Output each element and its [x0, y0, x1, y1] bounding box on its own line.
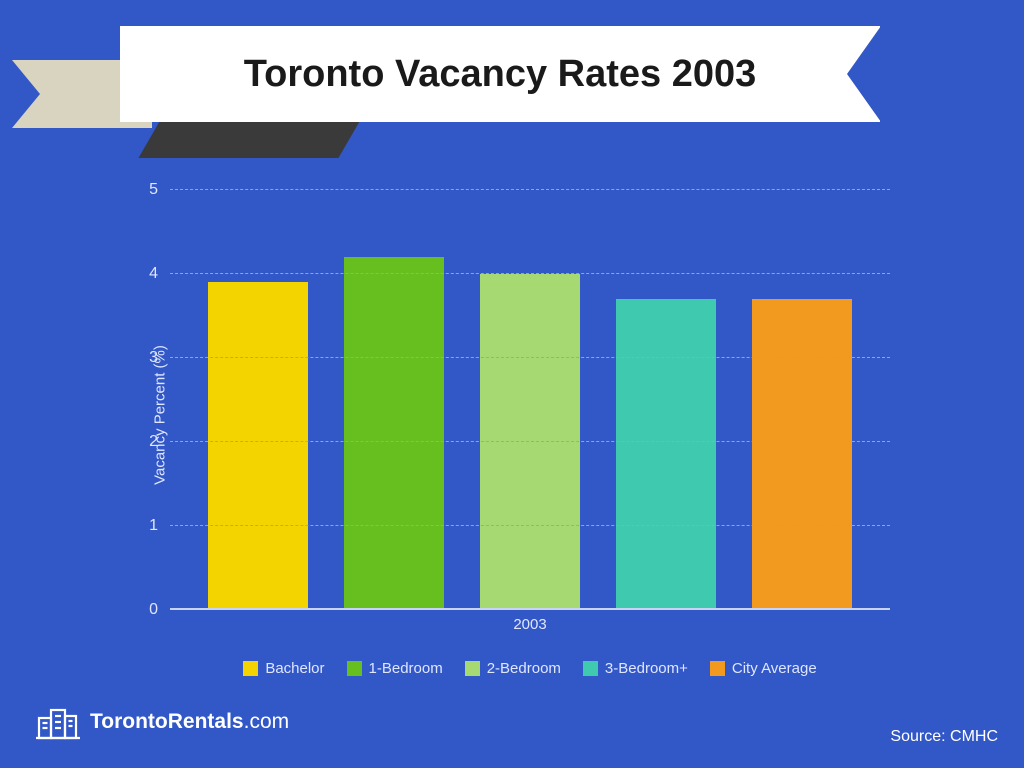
- legend: Bachelor 1-Bedroom 2-Bedroom 3-Bedroom+ City…: [170, 660, 890, 677]
- grid-line: [170, 189, 890, 190]
- legend-item: Bachelor: [243, 660, 324, 677]
- legend-label: 3-Bedroom+: [605, 660, 688, 677]
- x-axis-line: [170, 608, 890, 610]
- legend-swatch: [710, 661, 725, 676]
- legend-item: 3-Bedroom+: [583, 660, 688, 677]
- brand-text: TorontoRentals.com: [90, 710, 289, 734]
- chart-title: Toronto Vacancy Rates 2003: [244, 53, 757, 96]
- bar: [616, 299, 716, 610]
- legend-swatch: [583, 661, 598, 676]
- ribbon-shadow-shape: [138, 118, 361, 158]
- bars-container: [170, 190, 890, 610]
- y-tick-label: 2: [149, 433, 158, 451]
- title-ribbon: Toronto Vacancy Rates 2003: [120, 26, 880, 122]
- y-tick-label: 5: [149, 181, 158, 199]
- bar: [344, 257, 444, 610]
- legend-item: 1-Bedroom: [347, 660, 443, 677]
- y-tick-label: 1: [149, 517, 158, 535]
- legend-label: Bachelor: [265, 660, 324, 677]
- legend-item: 2-Bedroom: [465, 660, 561, 677]
- brand-footer: TorontoRentals.com: [36, 704, 289, 740]
- y-tick-label: 4: [149, 265, 158, 283]
- brand-name: TorontoRentals: [90, 710, 244, 733]
- bar: [752, 299, 852, 610]
- x-axis-tick-label: 2003: [513, 616, 546, 633]
- legend-swatch: [465, 661, 480, 676]
- plot-area: 2003 012345: [170, 190, 890, 610]
- bar: [208, 282, 308, 610]
- bar-chart: Vacancy Percent (%) 2003 012345: [130, 190, 900, 640]
- bar: [480, 274, 580, 610]
- grid-line: [170, 357, 890, 358]
- legend-item: City Average: [710, 660, 817, 677]
- source-attribution: Source: CMHC: [890, 728, 998, 746]
- ribbon-notch-shape: [847, 26, 881, 122]
- legend-label: City Average: [732, 660, 817, 677]
- infographic-canvas: Toronto Vacancy Rates 2003 Vacancy Perce…: [0, 0, 1024, 768]
- brand-suffix: .com: [244, 710, 290, 733]
- buildings-icon: [36, 704, 80, 740]
- legend-label: 2-Bedroom: [487, 660, 561, 677]
- grid-line: [170, 441, 890, 442]
- legend-swatch: [347, 661, 362, 676]
- grid-line: [170, 273, 890, 274]
- y-tick-label: 0: [149, 601, 158, 619]
- legend-swatch: [243, 661, 258, 676]
- grid-line: [170, 525, 890, 526]
- y-tick-label: 3: [149, 349, 158, 367]
- legend-label: 1-Bedroom: [369, 660, 443, 677]
